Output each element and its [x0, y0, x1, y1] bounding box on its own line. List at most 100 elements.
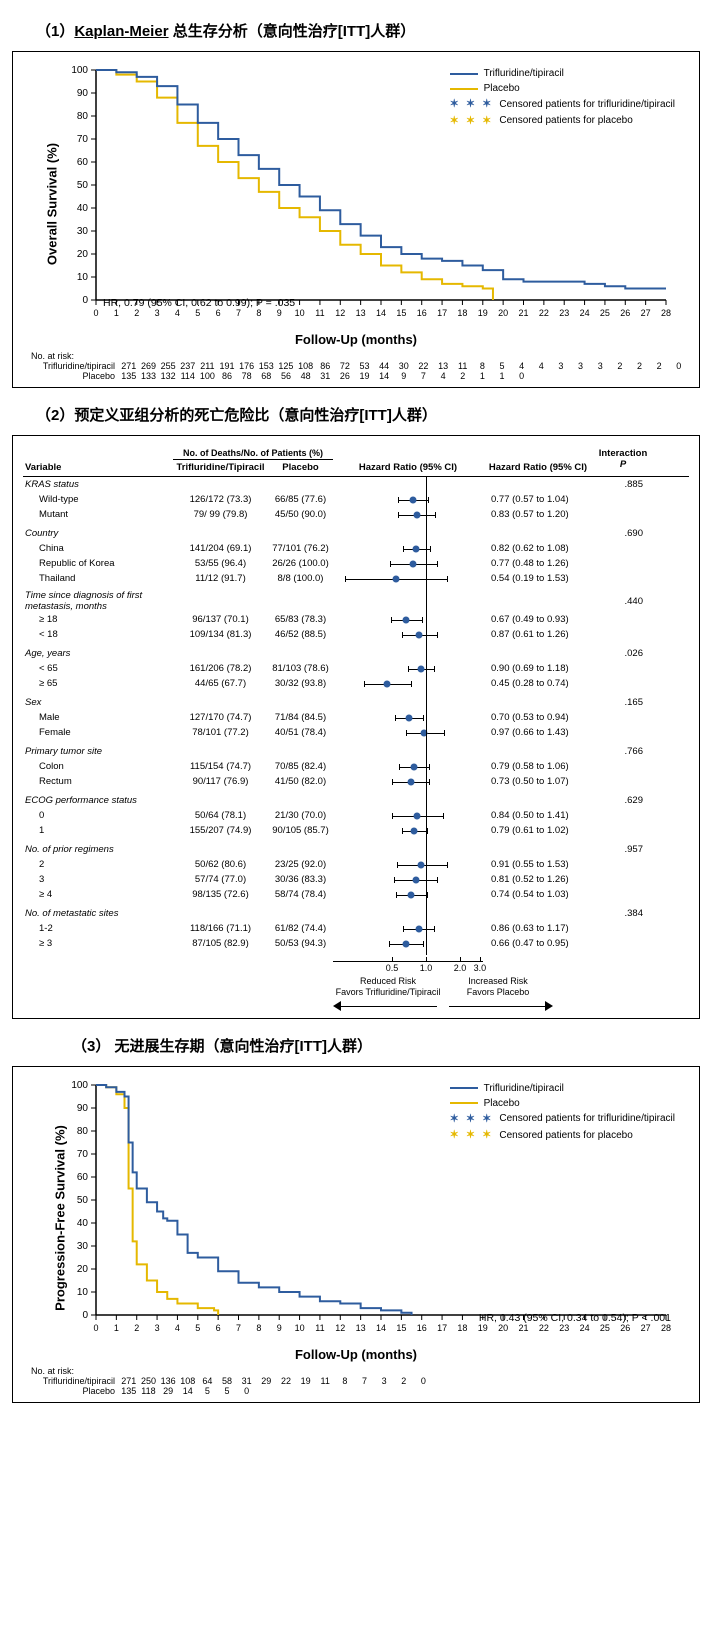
svg-text:30: 30 [77, 1241, 89, 1252]
svg-text:10: 10 [77, 1287, 89, 1298]
forest-group: Sex.165 [23, 695, 689, 710]
svg-text:28: 28 [661, 1323, 671, 1333]
forest-axis-labels: Reduced RiskFavors Trifluridine/Tipiraci… [333, 976, 553, 998]
svg-text:0: 0 [82, 1310, 88, 1321]
panel1-ylabel: Overall Survival (%) [45, 142, 60, 264]
svg-text:18: 18 [457, 308, 467, 318]
svg-text:90: 90 [77, 1103, 89, 1114]
svg-text:0: 0 [93, 1323, 98, 1333]
forest-row: ≥ 498/135 (72.6)58/74 (78.4)0.74 (0.54 t… [23, 887, 689, 902]
svg-text:0: 0 [93, 308, 98, 318]
svg-text:14: 14 [376, 308, 386, 318]
forest-row: Thailand11/12 (91.7)8/8 (100.0)0.54 (0.1… [23, 571, 689, 586]
section-1-title: （1）Kaplan-Meier 总生存分析（意向性治疗[ITT]人群） [36, 20, 700, 41]
forest-row: < 18109/134 (81.3)46/52 (88.5)0.87 (0.61… [23, 627, 689, 642]
svg-text:16: 16 [417, 1323, 427, 1333]
svg-text:12: 12 [335, 1323, 345, 1333]
panel1-legend: Trifluridine/tipiracil Placebo ✶ ✶ ✶Cens… [450, 66, 675, 129]
forest-row: Female78/101 (77.2)40/51 (78.4)0.97 (0.6… [23, 725, 689, 740]
svg-text:50: 50 [77, 1195, 89, 1206]
forest-row: ≥ 6544/65 (67.7)30/32 (93.8)0.45 (0.28 t… [23, 676, 689, 691]
svg-text:50: 50 [77, 180, 89, 191]
svg-text:23: 23 [559, 1323, 569, 1333]
svg-text:10: 10 [295, 1323, 305, 1333]
forest-row: < 65161/206 (78.2)81/103 (78.6)0.90 (0.6… [23, 661, 689, 676]
svg-text:40: 40 [77, 1218, 89, 1229]
svg-text:22: 22 [539, 1323, 549, 1333]
forest-row: 1-2118/166 (71.1)61/82 (74.4)0.86 (0.63 … [23, 921, 689, 936]
svg-text:9: 9 [277, 1323, 282, 1333]
forest-row: ≥ 1896/137 (70.1)65/83 (78.3)0.67 (0.49 … [23, 612, 689, 627]
forest-row: 050/64 (78.1)21/30 (70.0)0.84 (0.50 to 1… [23, 808, 689, 823]
forest-header: Variable No. of Deaths/No. of Patients (… [23, 444, 689, 477]
svg-text:9: 9 [277, 308, 282, 318]
forest-group: Country.690 [23, 526, 689, 541]
svg-text:10: 10 [77, 272, 89, 283]
svg-text:1: 1 [114, 1323, 119, 1333]
panel1-hr-text: HR, 0.79 (95% CI, 0.62 to 0.99); P = .03… [103, 297, 295, 309]
svg-text:26: 26 [620, 1323, 630, 1333]
svg-text:7: 7 [236, 1323, 241, 1333]
svg-text:13: 13 [356, 1323, 366, 1333]
panel1-xlabel: Follow-Up (months) [23, 332, 689, 347]
panel3-risk-table: No. at risk: Trifluridine/tipiracil27125… [23, 1366, 689, 1396]
svg-text:10: 10 [295, 308, 305, 318]
svg-text:70: 70 [77, 1149, 89, 1160]
forest-group: Time since diagnosis of first metastasis… [23, 590, 689, 612]
svg-text:60: 60 [77, 1172, 89, 1183]
svg-text:20: 20 [498, 308, 508, 318]
svg-text:4: 4 [175, 1323, 180, 1333]
svg-text:3: 3 [155, 308, 160, 318]
svg-text:100: 100 [71, 65, 88, 76]
forest-row: ≥ 387/105 (82.9)50/53 (94.3)0.66 (0.47 t… [23, 936, 689, 951]
svg-text:18: 18 [457, 1323, 467, 1333]
svg-text:8: 8 [256, 308, 261, 318]
svg-text:25: 25 [600, 308, 610, 318]
panel3-ylabel: Progression-Free Survival (%) [52, 1125, 67, 1311]
svg-text:5: 5 [195, 308, 200, 318]
svg-text:20: 20 [498, 1323, 508, 1333]
svg-text:1: 1 [114, 308, 119, 318]
svg-text:19: 19 [478, 1323, 488, 1333]
svg-text:24: 24 [580, 308, 590, 318]
svg-text:26: 26 [620, 308, 630, 318]
forest-arrows [333, 1000, 553, 1012]
forest-body: KRAS status.885Wild-type126/172 (73.3)66… [23, 477, 689, 955]
forest-row: Colon115/154 (74.7)70/85 (82.4)0.79 (0.5… [23, 759, 689, 774]
svg-text:16: 16 [417, 308, 427, 318]
svg-text:80: 80 [77, 1126, 89, 1137]
forest-group: ECOG performance status.629 [23, 793, 689, 808]
forest-row: Republic of Korea53/55 (96.4)26/26 (100.… [23, 556, 689, 571]
forest-row: 250/62 (80.6)23/25 (92.0)0.91 (0.55 to 1… [23, 857, 689, 872]
forest-row: Rectum90/117 (76.9)41/50 (82.0)0.73 (0.5… [23, 774, 689, 789]
forest-row: Male127/170 (74.7)71/84 (84.5)0.70 (0.53… [23, 710, 689, 725]
svg-text:17: 17 [437, 308, 447, 318]
panel3-hr-text: HR, 0.43 (95% CI, 0.34 to 0.54); P < .00… [479, 1312, 671, 1324]
svg-text:4: 4 [175, 308, 180, 318]
panel3-xlabel: Follow-Up (months) [23, 1347, 689, 1362]
svg-text:12: 12 [335, 308, 345, 318]
svg-text:13: 13 [356, 308, 366, 318]
svg-text:15: 15 [396, 1323, 406, 1333]
svg-text:21: 21 [518, 308, 528, 318]
svg-text:15: 15 [396, 308, 406, 318]
svg-text:2: 2 [134, 308, 139, 318]
svg-text:0: 0 [82, 295, 88, 306]
svg-text:7: 7 [236, 308, 241, 318]
svg-text:11: 11 [315, 308, 324, 318]
svg-text:6: 6 [216, 308, 221, 318]
svg-text:70: 70 [77, 134, 89, 145]
forest-axis: 0.51.02.03.0 [333, 961, 483, 962]
svg-text:17: 17 [437, 1323, 447, 1333]
svg-text:25: 25 [600, 1323, 610, 1333]
svg-text:90: 90 [77, 88, 89, 99]
svg-text:20: 20 [77, 249, 89, 260]
svg-text:80: 80 [77, 111, 89, 122]
forest-group: No. of prior regimens.957 [23, 842, 689, 857]
forest-group: No. of metastatic sites.384 [23, 906, 689, 921]
section-2-title: （2）预定义亚组分析的死亡危险比（意向性治疗[ITT]人群） [36, 404, 700, 425]
svg-text:21: 21 [518, 1323, 528, 1333]
forest-group: Age, years.026 [23, 646, 689, 661]
panel-2-forest: Variable No. of Deaths/No. of Patients (… [12, 435, 700, 1019]
section-3-title: （3） 无进展生存期（意向性治疗[ITT]人群） [72, 1035, 700, 1056]
